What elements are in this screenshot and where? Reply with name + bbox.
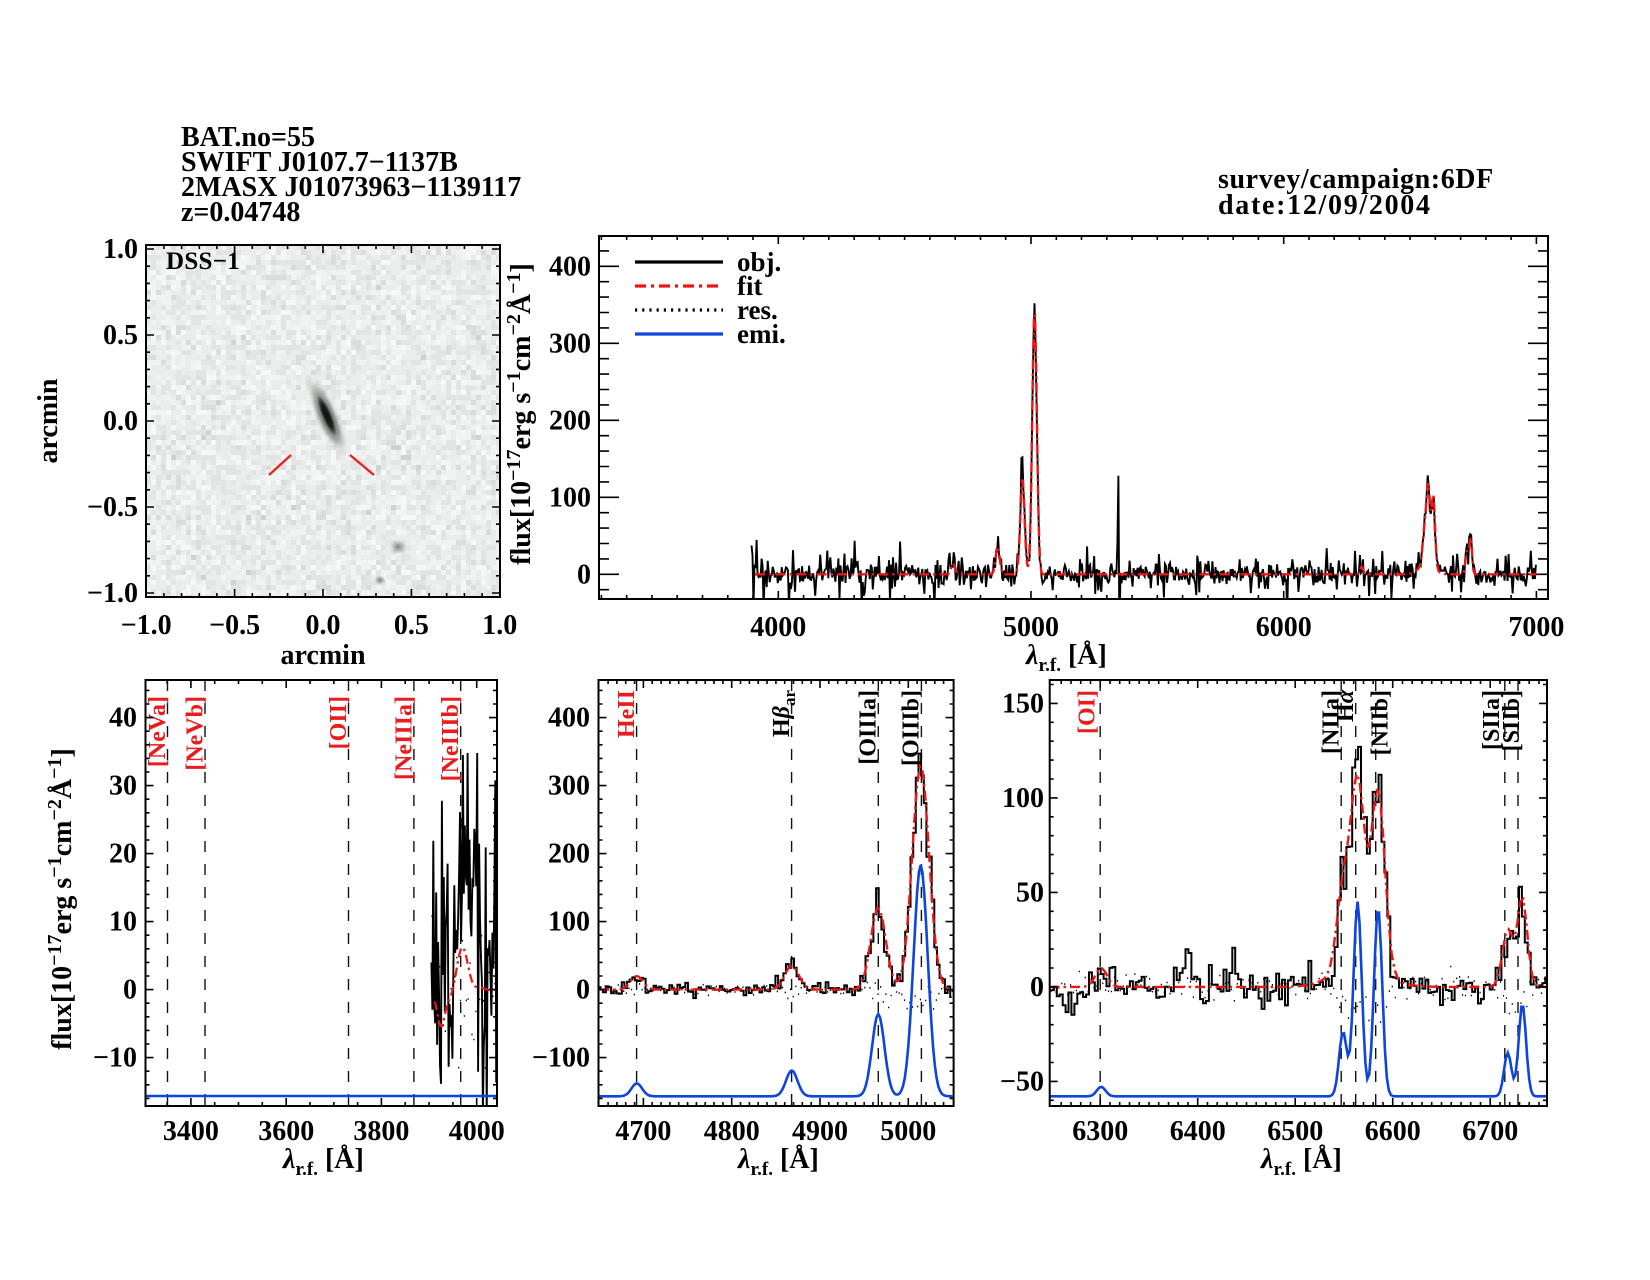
- svg-text:0: 0: [123, 975, 137, 1006]
- svg-text:4000: 4000: [750, 612, 806, 643]
- svg-text:fit: fit: [737, 271, 762, 301]
- svg-text:3800: 3800: [353, 1116, 409, 1147]
- svg-text:[OI]: [OI]: [1075, 690, 1101, 734]
- svg-text:100: 100: [548, 907, 590, 938]
- svg-text:[NIIa]: [NIIa]: [1319, 690, 1345, 754]
- svg-text:−1.0: −1.0: [87, 578, 138, 609]
- svg-text:10: 10: [109, 907, 137, 938]
- svg-text:flux[10−17erg s−1cm−2Å−1]: flux[10−17erg s−1cm−2Å−1]: [44, 748, 78, 1050]
- svg-text:0: 0: [577, 559, 591, 590]
- svg-text:z=0.04748: z=0.04748: [181, 197, 300, 228]
- svg-text:50: 50: [1016, 877, 1044, 908]
- svg-text:[OIIIa]: [OIIIa]: [856, 690, 882, 765]
- svg-text:−1.0: −1.0: [121, 610, 172, 641]
- svg-text:6400: 6400: [1170, 1116, 1226, 1147]
- svg-text:[NIIb]: [NIIb]: [1368, 690, 1394, 755]
- svg-text:3400: 3400: [163, 1116, 219, 1147]
- svg-text:1.0: 1.0: [103, 234, 138, 265]
- svg-text:5000: 5000: [1003, 612, 1059, 643]
- svg-text:emi.: emi.: [737, 319, 786, 349]
- svg-text:survey/campaign:6DF: survey/campaign:6DF: [1218, 164, 1494, 195]
- svg-text:6600: 6600: [1365, 1116, 1421, 1147]
- svg-text:2MASX J01073963−1139117: 2MASX J01073963−1139117: [181, 172, 521, 203]
- svg-text:0: 0: [576, 975, 590, 1006]
- svg-text:arcmin: arcmin: [33, 378, 64, 463]
- svg-text:400: 400: [548, 703, 590, 734]
- svg-text:−50: −50: [1000, 1066, 1044, 1097]
- svg-text:−100: −100: [532, 1043, 590, 1074]
- svg-text:0.5: 0.5: [394, 610, 429, 641]
- svg-text:−0.5: −0.5: [87, 492, 138, 523]
- svg-text:[SIIb]: [SIIb]: [1499, 690, 1525, 751]
- svg-text:300: 300: [549, 328, 591, 359]
- svg-text:flux[10−17erg s−1cm−2Å−1]: flux[10−17erg s−1cm−2Å−1]: [503, 263, 537, 565]
- svg-text:3600: 3600: [258, 1116, 314, 1147]
- svg-text:Hα: Hα: [1333, 689, 1359, 722]
- svg-text:[NeVb]: [NeVb]: [182, 696, 208, 771]
- svg-text:[SIIa]: [SIIa]: [1479, 690, 1505, 750]
- svg-text:6300: 6300: [1072, 1116, 1128, 1147]
- svg-text:7000: 7000: [1508, 612, 1564, 643]
- svg-text:res.: res.: [737, 295, 778, 325]
- svg-text:200: 200: [548, 839, 590, 870]
- svg-text:DSS−1: DSS−1: [166, 248, 240, 275]
- svg-text:SWIFT J0107.7−1137B: SWIFT J0107.7−1137B: [181, 147, 458, 178]
- svg-text:4800: 4800: [704, 1116, 760, 1147]
- svg-text:arcmin: arcmin: [280, 640, 365, 671]
- svg-text:20: 20: [109, 839, 137, 870]
- svg-text:4700: 4700: [615, 1116, 671, 1147]
- svg-text:6000: 6000: [1256, 612, 1312, 643]
- svg-text:HeII: HeII: [614, 690, 640, 738]
- svg-text:200: 200: [549, 405, 591, 436]
- svg-text:5000: 5000: [880, 1116, 936, 1147]
- svg-text:obj.: obj.: [737, 247, 781, 277]
- svg-text:100: 100: [1002, 783, 1044, 814]
- svg-text:0.5: 0.5: [103, 320, 138, 351]
- svg-text:0.0: 0.0: [103, 406, 138, 437]
- svg-text:−10: −10: [93, 1043, 137, 1074]
- svg-text:[OII]: [OII]: [326, 696, 352, 749]
- svg-text:1.0: 1.0: [482, 610, 517, 641]
- svg-text:6500: 6500: [1267, 1116, 1323, 1147]
- svg-text:400: 400: [549, 251, 591, 282]
- svg-text:[NeIIIb]: [NeIIIb]: [438, 696, 464, 781]
- svg-text:4900: 4900: [792, 1116, 848, 1147]
- svg-text:40: 40: [109, 703, 137, 734]
- svg-text:λr.f. [Å]: λr.f. [Å]: [282, 1144, 364, 1180]
- svg-text:150: 150: [1002, 688, 1044, 719]
- svg-text:λr.f. [Å]: λr.f. [Å]: [737, 1144, 819, 1180]
- svg-text:6700: 6700: [1462, 1116, 1518, 1147]
- svg-text:300: 300: [548, 771, 590, 802]
- svg-text:0: 0: [1030, 972, 1044, 1003]
- svg-text:100: 100: [549, 482, 591, 513]
- svg-text:λr.f. [Å]: λr.f. [Å]: [1025, 640, 1107, 676]
- svg-text:BAT.no=55: BAT.no=55: [181, 122, 315, 153]
- svg-text:−0.5: −0.5: [209, 610, 260, 641]
- svg-text:30: 30: [109, 771, 137, 802]
- svg-text:4000: 4000: [449, 1116, 505, 1147]
- svg-text:0.0: 0.0: [306, 610, 341, 641]
- svg-text:[NeIIIa]: [NeIIIa]: [391, 696, 417, 780]
- svg-text:λr.f. [Å]: λr.f. [Å]: [1260, 1144, 1342, 1180]
- svg-text:date:12/09/2004: date:12/09/2004: [1218, 190, 1432, 221]
